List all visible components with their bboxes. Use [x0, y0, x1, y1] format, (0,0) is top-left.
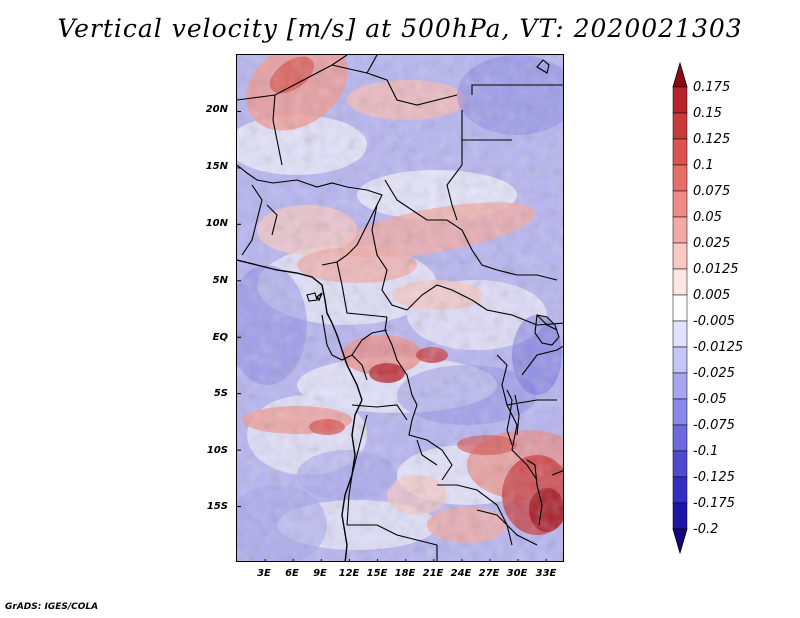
colorbar-segment: [672, 268, 688, 296]
colorbar-label-neg-0-2: -0.2: [693, 522, 719, 537]
colorbar-label-neg-0-125: -0.125: [693, 470, 735, 485]
field-texture: [237, 55, 563, 561]
colorbar-label-0-005: 0.005: [693, 288, 731, 303]
colorbar-label-neg-0-005: -0.005: [693, 314, 735, 329]
lon-label-21e: 21E: [422, 568, 444, 579]
chart-title: Vertical velocity [m/s] at 500hPa, VT: 2…: [57, 14, 743, 43]
colorbar-segment: [672, 320, 688, 348]
grads-credit: GrADS: IGES/COLA: [5, 602, 99, 612]
colorbar-segment: [672, 294, 688, 322]
colorbar-segment: [672, 372, 688, 400]
lon-label-24e: 24E: [450, 568, 472, 579]
colorbar-segment: [672, 190, 688, 218]
lon-label-33e: 33E: [535, 568, 557, 579]
lakes: [306, 59, 560, 526]
colorbar-bottom-arrow: [672, 528, 688, 555]
lon-label-3e: 3E: [257, 568, 271, 579]
colorbar-label-0-125: 0.125: [693, 132, 731, 147]
coastline: [237, 259, 363, 561]
lon-label-6e: 6E: [285, 568, 299, 579]
map-plot-area: [236, 54, 564, 562]
lon-label-27e: 27E: [478, 568, 500, 579]
lat-label-5n: 5N: [212, 275, 228, 286]
colorbar-label-neg-0-1: -0.1: [693, 444, 719, 459]
colorbar-label-neg-0-05: -0.05: [693, 392, 727, 407]
colorbar-label-neg-0-075: -0.075: [693, 418, 735, 433]
colorbar-segment: [672, 86, 688, 114]
colorbar-label-neg-0-025: -0.025: [693, 366, 735, 381]
vertical-velocity-field: [237, 55, 563, 561]
colorbar-segment: [672, 450, 688, 478]
lon-label-15e: 15E: [366, 568, 388, 579]
colorbar-segment: [672, 502, 688, 530]
lat-label-10n: 10N: [205, 218, 228, 229]
colorbar-segment: [672, 346, 688, 374]
lat-label-10s: 10S: [206, 445, 228, 456]
colorbar-segment: [672, 216, 688, 244]
colorbar-label-0-15: 0.15: [693, 106, 722, 121]
lon-label-30e: 30E: [506, 568, 528, 579]
colorbar-label-0-025: 0.025: [693, 236, 731, 251]
colorbar-segment: [672, 476, 688, 504]
colorbar-label-0-05: 0.05: [693, 210, 722, 225]
country-borders: [237, 55, 563, 561]
colorbar-label-neg-0-175: -0.175: [693, 496, 735, 511]
colorbar-label-0-1: 0.1: [693, 158, 714, 173]
colorbar-label-neg-0-0125: -0.0125: [693, 340, 744, 355]
colorbar-segment: [672, 112, 688, 140]
lat-label-5s: 5S: [213, 388, 228, 399]
colorbar-label-0-175: 0.175: [693, 80, 731, 95]
colorbar-segment: [672, 138, 688, 166]
lat-label-eq: EQ: [212, 332, 228, 343]
colorbar-top-arrow: [672, 61, 688, 88]
colorbar: [672, 61, 688, 555]
colorbar-segment: [672, 164, 688, 192]
lat-label-20n: 20N: [205, 104, 228, 115]
lon-label-18e: 18E: [394, 568, 416, 579]
colorbar-segment: [672, 424, 688, 452]
colorbar-label-0-0125: 0.0125: [693, 262, 739, 277]
colorbar-segment: [672, 398, 688, 426]
lat-label-15s: 15S: [206, 501, 228, 512]
colorbar-segment: [672, 242, 688, 270]
lon-label-9e: 9E: [313, 568, 327, 579]
lat-label-15n: 15N: [205, 161, 228, 172]
lon-label-12e: 12E: [338, 568, 360, 579]
colorbar-label-0-075: 0.075: [693, 184, 731, 199]
